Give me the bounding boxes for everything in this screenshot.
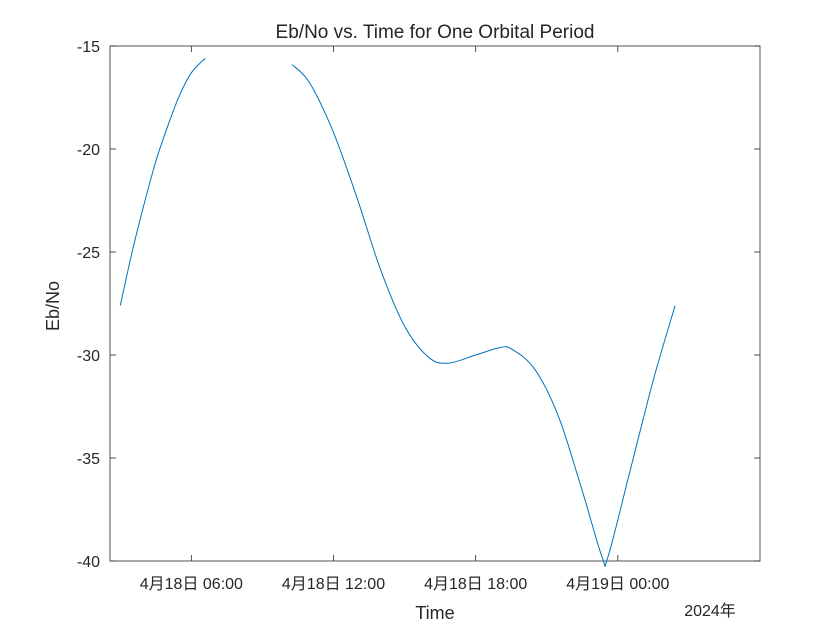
plot-frame: [109, 45, 761, 562]
series-layer: [119, 58, 676, 567]
y-tick-label: -15: [77, 39, 100, 56]
x-axis-title: Time: [415, 603, 454, 623]
chart-title: Eb/No vs. Time for One Orbital Period: [276, 22, 595, 43]
x-tick-label: 4月18日 06:00: [140, 576, 243, 593]
x-tick-label: 4月18日 18:00: [424, 576, 527, 593]
x-tick-label: 4月18日 12:00: [282, 576, 385, 593]
y-tick-label: -35: [77, 451, 100, 468]
plot-area: [109, 45, 761, 562]
y-tick-label: -20: [77, 142, 100, 159]
y-tick-label: -40: [77, 554, 100, 571]
y-tick-label: -25: [77, 245, 100, 262]
y-tick-label: -30: [77, 348, 100, 365]
y-axis: -40 -35 -30 -25 -20 -15: [77, 39, 760, 571]
x-tick-label: 4月19日 00:00: [566, 576, 669, 593]
y-axis-title: Eb/No: [43, 281, 63, 331]
x-axis-year-label: 2024年: [684, 602, 736, 620]
series-line-segment: [291, 64, 676, 567]
series-line-segment: [119, 58, 206, 306]
x-axis: 4月18日 06:00 4月18日 12:00 4月18日 18:00 4月19日 0…: [140, 46, 670, 593]
